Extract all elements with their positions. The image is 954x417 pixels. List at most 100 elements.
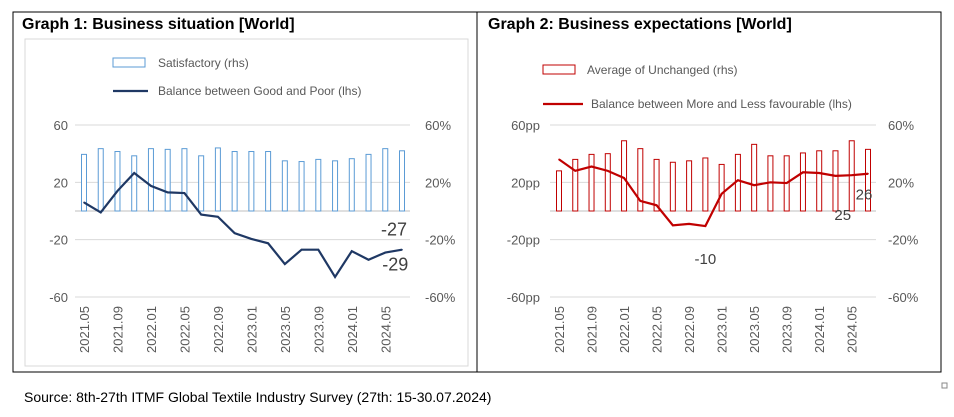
bar: [382, 148, 389, 212]
line-point: [574, 170, 577, 172]
line-point: [183, 192, 186, 194]
x-tick-label: 2023.01: [715, 306, 730, 353]
line-point: [850, 174, 853, 176]
line-point: [623, 177, 625, 179]
line-point: [384, 251, 387, 254]
line-point: [818, 172, 821, 174]
data-label: -27: [381, 220, 407, 240]
x-tick-label: 2021.05: [77, 306, 92, 353]
legend-bar-label: Average of Unchanged (rhs): [587, 63, 738, 77]
line-point: [769, 181, 772, 184]
right-tick-label: 60%: [888, 118, 914, 133]
bar: [214, 147, 221, 212]
line-point: [401, 248, 403, 251]
chart1-title: Graph 1: Business situation [World]: [22, 16, 295, 33]
left-tick-label: 20pp: [511, 175, 540, 190]
legend-line-label: Balance between More and Less favourable…: [591, 97, 852, 111]
line-point: [99, 211, 102, 214]
line-point: [802, 171, 804, 174]
x-tick-label: 2022.01: [617, 306, 632, 353]
bar: [816, 150, 823, 212]
x-tick-label: 2021.09: [110, 306, 125, 353]
x-tick-label: 2023.09: [311, 306, 326, 353]
bar: [653, 158, 660, 212]
bar: [751, 143, 758, 212]
x-tick-label: 2021.05: [552, 306, 567, 353]
x-tick-label: 2024.01: [345, 306, 360, 353]
bar: [181, 148, 188, 212]
left-tick-label: 60: [54, 118, 68, 133]
bar: [231, 151, 238, 212]
bar: [97, 148, 104, 212]
x-tick-label: 2023.05: [747, 306, 762, 353]
bar: [114, 151, 121, 212]
balance-line: [558, 158, 869, 228]
bar: [399, 150, 405, 212]
line-point: [737, 179, 739, 181]
data-label: -10: [695, 251, 717, 268]
bar: [832, 150, 839, 212]
bar: [198, 155, 205, 212]
line-point: [317, 248, 320, 251]
bar: [147, 148, 154, 212]
line-point: [672, 224, 674, 227]
line-point: [655, 204, 658, 207]
line-point: [116, 190, 119, 192]
line-point: [233, 232, 236, 235]
bar: [298, 161, 305, 212]
bar: [248, 151, 255, 212]
x-tick-label: 2022.05: [650, 306, 665, 353]
bar: [669, 161, 676, 212]
right-tick-label: 20%: [888, 175, 914, 190]
x-tick-label: 2024.05: [845, 306, 860, 353]
bar: [702, 157, 709, 212]
line-point: [688, 223, 690, 225]
line-point: [200, 213, 202, 216]
line-point: [350, 250, 353, 252]
data-label: 26: [856, 187, 873, 204]
x-tick-label: 2021.09: [585, 306, 600, 353]
x-tick-label: 2023.01: [244, 306, 259, 353]
chart1: 60 60% 20 20% -20 -20% -60 -60% 2021.05 2021.09 20…: [49, 56, 456, 353]
bar: [572, 158, 579, 212]
right-tick-label: -20%: [888, 233, 919, 248]
line-point: [367, 258, 370, 261]
left-tick-label: 60pp: [511, 118, 540, 133]
bar: [131, 155, 138, 212]
left-tick-label: -20: [49, 233, 68, 248]
x-tick-label: 2022.01: [144, 306, 159, 353]
bar: [718, 163, 725, 212]
left-tick-label: -60pp: [507, 290, 540, 305]
bar: [315, 158, 322, 212]
x-tick-label: 2023.09: [780, 306, 795, 353]
legend-line-label: Balance between Good and Poor (lhs): [158, 84, 361, 98]
bar: [164, 148, 171, 212]
bar: [365, 153, 372, 212]
bar: [604, 153, 611, 212]
bar: [265, 151, 272, 212]
line-point: [753, 184, 755, 186]
bar: [637, 148, 644, 212]
line-point: [217, 215, 219, 218]
x-tick-label: 2024.05: [378, 306, 393, 353]
line-point: [300, 248, 303, 251]
legend-bar-label: Satisfactory (rhs): [158, 56, 249, 70]
line-point: [334, 276, 336, 278]
line-point: [590, 165, 593, 168]
bar: [865, 148, 871, 212]
balance-line: [83, 171, 403, 279]
line-point: [133, 172, 136, 174]
bar: [332, 160, 339, 212]
left-tick-label: -60: [49, 290, 68, 305]
resize-handle[interactable]: [941, 382, 948, 389]
line-point: [720, 193, 723, 195]
line-point: [785, 182, 788, 184]
line-point: [834, 175, 837, 177]
data-label: -29: [382, 255, 408, 275]
bar: [588, 153, 595, 212]
bar: [81, 153, 87, 212]
bar: [281, 160, 288, 212]
line-point: [250, 238, 253, 240]
line-point: [166, 191, 169, 194]
left-tick-label: -20pp: [507, 233, 540, 248]
